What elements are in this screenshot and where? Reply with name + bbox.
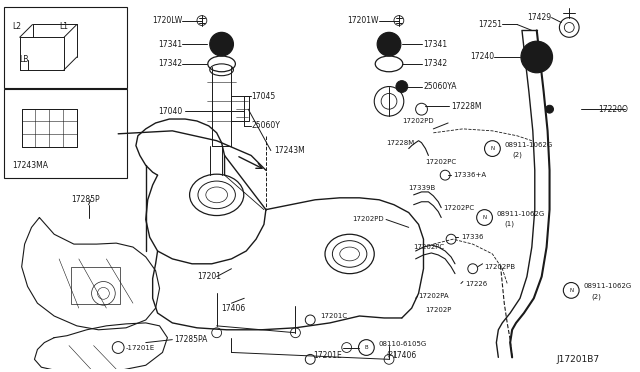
Text: LB: LB xyxy=(20,55,29,64)
Text: L2: L2 xyxy=(12,22,21,31)
Text: (2): (2) xyxy=(386,350,396,357)
Circle shape xyxy=(527,47,547,67)
Text: 17342: 17342 xyxy=(424,60,447,68)
Text: 17220O: 17220O xyxy=(598,105,628,114)
Text: 17243M: 17243M xyxy=(274,146,305,155)
Bar xyxy=(4,7,127,87)
Text: J17201B7: J17201B7 xyxy=(556,355,600,364)
Bar xyxy=(232,96,249,121)
Text: N: N xyxy=(483,215,486,220)
Text: 17202PB: 17202PB xyxy=(484,264,516,270)
Text: 17202PC: 17202PC xyxy=(443,205,474,211)
Text: 08911-1062G: 08911-1062G xyxy=(497,211,545,217)
Text: 17228M: 17228M xyxy=(451,102,481,111)
Text: 17339B: 17339B xyxy=(408,185,435,191)
Text: 25060YA: 25060YA xyxy=(424,82,457,91)
Text: 17045: 17045 xyxy=(251,92,275,101)
Text: 17226: 17226 xyxy=(465,280,487,286)
Text: 08110-6105G: 08110-6105G xyxy=(378,341,426,347)
Text: B: B xyxy=(365,345,368,350)
Text: 17342: 17342 xyxy=(158,60,182,68)
Text: (2): (2) xyxy=(512,151,522,158)
Text: 17429: 17429 xyxy=(527,13,552,22)
Text: 17341: 17341 xyxy=(158,40,182,49)
Circle shape xyxy=(546,105,554,113)
Text: 17202PD: 17202PD xyxy=(353,217,384,222)
Text: 17406: 17406 xyxy=(392,351,416,360)
Text: 17240: 17240 xyxy=(470,52,494,61)
Text: 17251: 17251 xyxy=(478,20,502,29)
Circle shape xyxy=(216,38,227,50)
Text: 17202PC: 17202PC xyxy=(426,159,456,166)
Text: 08911-1062G: 08911-1062G xyxy=(504,142,552,148)
Text: 17201E: 17201E xyxy=(313,351,342,360)
Text: -17201E: -17201E xyxy=(126,344,156,350)
Text: 17341: 17341 xyxy=(424,40,447,49)
Bar xyxy=(22,109,77,147)
Text: 17202PC: 17202PC xyxy=(413,244,445,250)
Text: 08911-1062G: 08911-1062G xyxy=(583,283,631,289)
Text: 17243MA: 17243MA xyxy=(12,161,48,170)
Text: 17336+A: 17336+A xyxy=(453,172,486,178)
Text: N: N xyxy=(569,288,573,293)
Text: 17285PA: 17285PA xyxy=(174,335,208,344)
Text: 17336: 17336 xyxy=(461,234,483,240)
Text: 17201C: 17201C xyxy=(320,313,348,319)
Text: 17040: 17040 xyxy=(158,107,182,116)
Text: 17202PA: 17202PA xyxy=(419,293,449,299)
Text: (2): (2) xyxy=(591,293,601,299)
Text: 17201: 17201 xyxy=(197,272,221,281)
Text: 17202PD: 17202PD xyxy=(402,118,433,124)
Text: 17406: 17406 xyxy=(221,304,246,312)
Circle shape xyxy=(383,38,395,50)
Circle shape xyxy=(521,41,552,73)
Circle shape xyxy=(396,81,408,92)
Text: N: N xyxy=(490,146,495,151)
Text: 17202P: 17202P xyxy=(426,307,452,313)
Text: 17228M: 17228M xyxy=(386,140,414,146)
Text: L1: L1 xyxy=(59,22,68,31)
Bar xyxy=(71,267,120,304)
Text: 17201W: 17201W xyxy=(348,16,379,25)
Circle shape xyxy=(210,32,234,56)
Text: 25060Y: 25060Y xyxy=(251,121,280,131)
Text: (1): (1) xyxy=(504,220,515,227)
Bar xyxy=(4,90,127,178)
Text: 17285P: 17285P xyxy=(71,195,100,204)
Circle shape xyxy=(377,32,401,56)
Text: 1720LW: 1720LW xyxy=(152,16,182,25)
